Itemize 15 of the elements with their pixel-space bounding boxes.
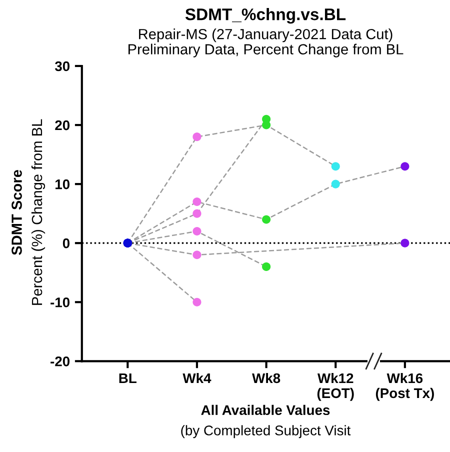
y-tick-label: 30 [54, 61, 70, 72]
y-axis-title: SDMT Score Percent (%) Change from BL [12, 119, 46, 305]
x-tick-label: Wk4 [182, 372, 212, 384]
x-axis-title: All Available Values (by Completed Subject Visit [181, 404, 351, 438]
x-tick-label: Wk12 (EOT) [317, 372, 354, 401]
chart-subtitle: Repair-MS (27-January-2021 Data Cut) Preliminary Data, Percent Change from BL [128, 28, 404, 58]
y-tick-label: 10 [56, 179, 70, 190]
x-tick-label: BL [119, 373, 136, 384]
y-tick-label: 20 [55, 120, 70, 130]
y-tick-label: 0 [62, 238, 70, 248]
x-tick-label: Wk16 (Post Tx) [376, 372, 434, 401]
y-tick-label: -10 [50, 297, 70, 308]
y-tick-label: -20 [50, 356, 70, 366]
x-tick-label: Wk8 [252, 372, 280, 384]
chart-title: SDMT_%chng.vs.BL [185, 8, 346, 24]
